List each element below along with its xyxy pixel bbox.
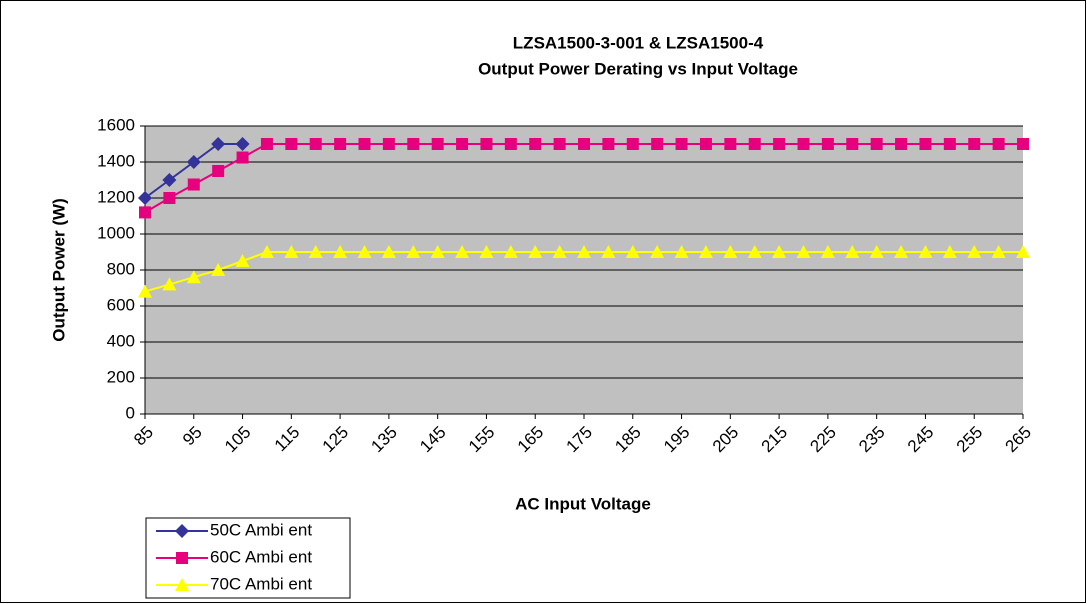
marker	[358, 138, 371, 150]
marker	[479, 245, 494, 258]
marker	[602, 138, 615, 150]
marker	[699, 138, 712, 150]
y-tick-label: 200	[107, 367, 135, 386]
marker	[480, 138, 493, 150]
marker	[334, 138, 347, 150]
marker	[894, 245, 909, 258]
marker	[821, 138, 834, 150]
marker	[406, 245, 421, 258]
marker	[796, 245, 811, 258]
marker	[747, 245, 762, 258]
marker	[942, 245, 957, 258]
marker	[919, 138, 932, 150]
chart-subtitle: Output Power Derating vs Input Voltage	[478, 59, 798, 78]
marker	[431, 138, 444, 150]
marker	[1016, 245, 1030, 258]
marker	[308, 245, 323, 258]
marker	[236, 151, 249, 164]
marker	[528, 245, 543, 258]
marker	[601, 245, 616, 258]
legend-label: 70C Ambi ent	[210, 574, 312, 593]
marker	[967, 245, 982, 258]
y-tick-label: 400	[107, 331, 135, 350]
y-tick-label: 0	[126, 403, 135, 422]
marker	[138, 191, 152, 205]
marker	[212, 165, 225, 177]
marker	[503, 245, 518, 258]
marker	[846, 138, 859, 150]
marker	[845, 245, 860, 258]
marker	[772, 245, 787, 258]
marker	[455, 245, 470, 258]
marker	[797, 138, 810, 150]
marker	[211, 137, 226, 151]
marker	[918, 245, 933, 258]
marker	[675, 138, 688, 150]
marker	[1017, 138, 1029, 150]
marker	[139, 206, 151, 219]
marker	[162, 277, 177, 291]
marker	[626, 138, 639, 150]
marker	[698, 245, 713, 258]
marker	[553, 138, 566, 150]
legend-label: 60C Ambi ent	[210, 547, 312, 566]
marker	[176, 552, 188, 564]
y-tick-label: 800	[107, 259, 135, 278]
marker	[309, 138, 322, 150]
marker	[382, 138, 395, 150]
marker	[357, 245, 372, 258]
marker	[869, 245, 884, 258]
legend-label: 50C Ambi ent	[210, 520, 312, 539]
marker	[162, 173, 177, 187]
marker	[870, 138, 883, 150]
marker	[773, 138, 786, 150]
marker	[430, 245, 445, 258]
marker	[651, 138, 664, 150]
marker	[578, 138, 590, 150]
marker	[381, 245, 396, 258]
y-tick-label: 1000	[97, 223, 135, 242]
marker	[260, 138, 273, 150]
marker	[724, 138, 737, 150]
y-tick-label: 1400	[97, 151, 135, 170]
marker	[187, 178, 200, 191]
marker	[968, 138, 981, 150]
marker	[895, 138, 908, 150]
marker	[175, 524, 189, 538]
marker	[577, 245, 591, 258]
marker	[748, 138, 761, 150]
marker	[235, 137, 250, 151]
y-tick-label: 1600	[97, 115, 135, 134]
marker	[674, 245, 689, 258]
marker	[175, 578, 189, 591]
marker	[138, 284, 152, 298]
marker	[407, 138, 420, 150]
marker	[456, 138, 469, 150]
marker	[723, 245, 738, 258]
marker	[285, 138, 298, 150]
marker	[991, 245, 1006, 258]
marker	[333, 245, 348, 258]
y-axis-label: Output Power (W)	[49, 198, 68, 342]
y-tick-label: 600	[107, 295, 135, 314]
marker	[625, 245, 640, 258]
marker	[235, 254, 250, 267]
marker	[992, 138, 1005, 150]
marker	[650, 245, 665, 258]
marker	[211, 263, 226, 276]
marker	[186, 155, 201, 169]
marker	[259, 245, 274, 258]
marker	[820, 245, 835, 258]
x-axis-label: AC Input Voltage	[515, 494, 651, 513]
marker	[529, 138, 542, 150]
marker	[284, 245, 299, 258]
marker	[186, 270, 201, 284]
y-tick-label: 1200	[97, 187, 135, 206]
marker	[163, 192, 176, 204]
marker	[504, 138, 517, 150]
chart-title: LZSA1500-3-001 & LZSA1500-4	[513, 33, 764, 52]
marker	[943, 138, 956, 150]
marker	[552, 245, 567, 258]
